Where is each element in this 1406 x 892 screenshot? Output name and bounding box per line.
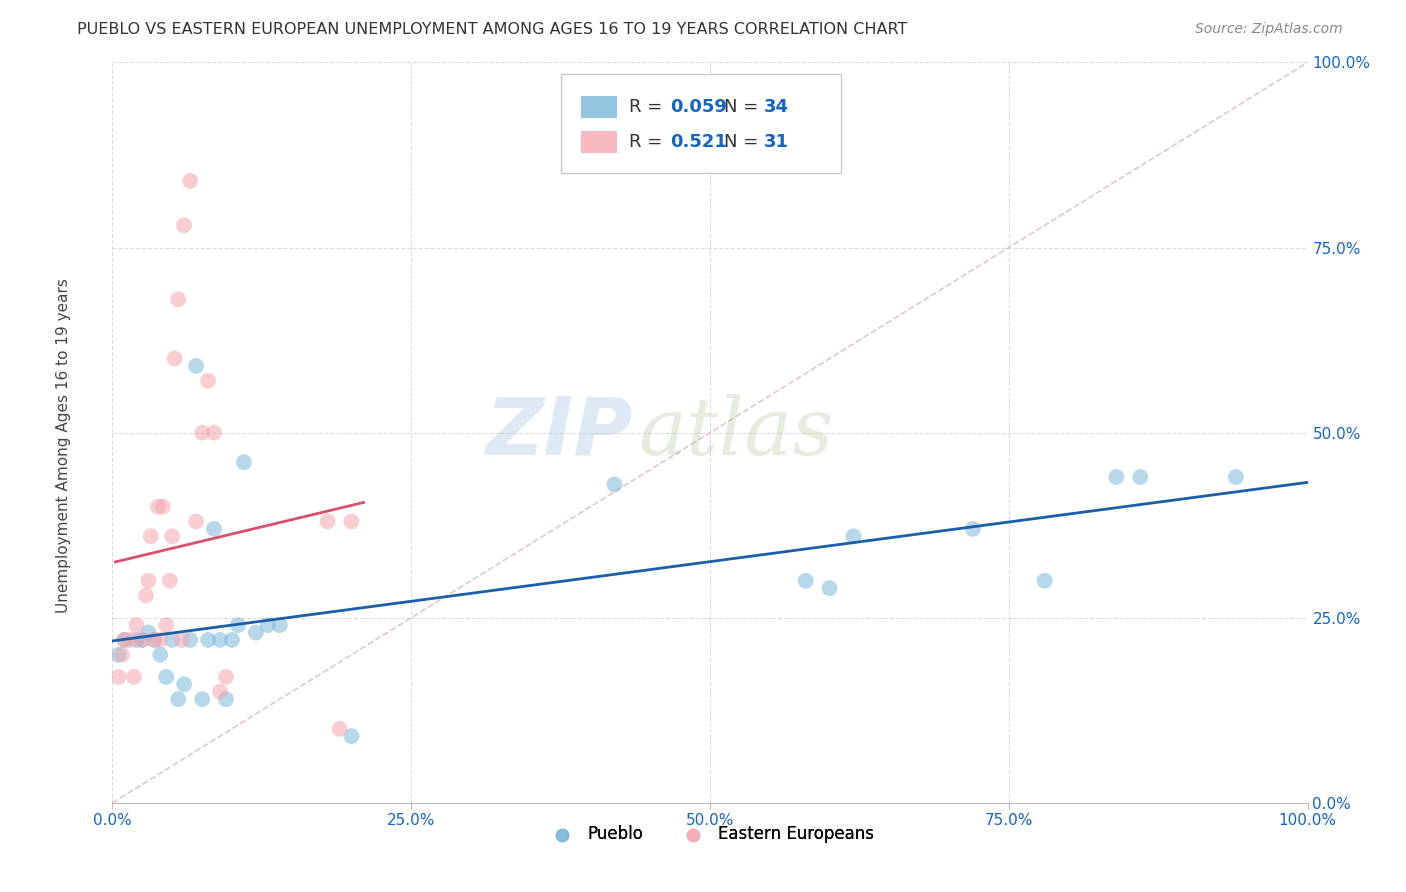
Point (143, 632, 166, 647)
Point (138, 625, 160, 640)
Point (143, 632, 166, 647)
Text: atlas: atlas (638, 394, 834, 471)
Point (162, 632, 183, 647)
Text: ZIP: ZIP (485, 393, 633, 472)
Point (122, 670, 145, 684)
Point (191, 692, 214, 706)
Point (173, 219, 195, 233)
Point (173, 677, 195, 691)
Point (179, 174, 201, 188)
Text: 0.521: 0.521 (671, 133, 727, 151)
Point (269, 618, 291, 632)
Point (114, 632, 135, 647)
Point (155, 670, 177, 684)
Text: Unemployment Among Ages 16 to 19 years: Unemployment Among Ages 16 to 19 years (56, 278, 70, 614)
Point (107, 670, 129, 684)
Point (215, 692, 238, 706)
Point (179, 632, 201, 647)
Point (149, 632, 172, 647)
Text: 34: 34 (763, 98, 789, 116)
Point (197, 374, 219, 388)
Text: Source: ZipAtlas.com: Source: ZipAtlas.com (1195, 22, 1343, 37)
FancyBboxPatch shape (561, 73, 842, 173)
Point (155, 618, 177, 632)
FancyBboxPatch shape (581, 130, 617, 153)
Point (316, 515, 339, 529)
Text: R =: R = (628, 98, 668, 116)
Point (340, 729, 363, 743)
Point (186, 359, 208, 373)
Point (111, 648, 134, 662)
Point (131, 632, 153, 647)
Point (139, 529, 162, 543)
Point (226, 618, 249, 632)
Point (149, 648, 172, 662)
Point (329, 722, 352, 736)
Point (962, 522, 984, 536)
FancyBboxPatch shape (581, 95, 617, 118)
Point (125, 618, 148, 632)
Point (202, 425, 225, 440)
Point (842, 529, 865, 543)
Point (245, 625, 267, 640)
Text: 0.059: 0.059 (671, 98, 727, 116)
Point (114, 632, 135, 647)
Point (125, 632, 148, 647)
Point (340, 515, 363, 529)
Point (159, 574, 181, 588)
Point (152, 500, 174, 514)
Point (233, 455, 256, 469)
Point (1225, 470, 1247, 484)
Point (167, 692, 190, 706)
Point (163, 351, 186, 366)
Point (162, 529, 183, 543)
Point (138, 574, 160, 588)
Point (257, 618, 280, 632)
Point (167, 293, 190, 307)
Legend: Pueblo, Eastern Europeans: Pueblo, Eastern Europeans (538, 819, 882, 850)
Point (603, 477, 626, 491)
Point (215, 670, 238, 684)
Point (202, 522, 225, 536)
Point (170, 632, 193, 647)
Point (221, 632, 243, 647)
Point (146, 500, 169, 514)
Point (1105, 470, 1128, 484)
Point (818, 581, 841, 595)
Text: PUEBLO VS EASTERN EUROPEAN UNEMPLOYMENT AMONG AGES 16 TO 19 YEARS CORRELATION CH: PUEBLO VS EASTERN EUROPEAN UNEMPLOYMENT … (77, 22, 908, 37)
Point (191, 425, 214, 440)
Point (794, 574, 817, 588)
Point (131, 632, 153, 647)
Point (120, 632, 142, 647)
Point (209, 632, 232, 647)
Point (1033, 574, 1056, 588)
Point (209, 685, 232, 699)
Point (197, 632, 219, 647)
Text: R =: R = (628, 133, 668, 151)
Text: N =: N = (724, 133, 765, 151)
Text: N =: N = (724, 98, 765, 116)
Point (186, 515, 208, 529)
Point (1129, 470, 1152, 484)
Point (107, 648, 129, 662)
Point (135, 589, 157, 603)
Text: 31: 31 (763, 133, 789, 151)
